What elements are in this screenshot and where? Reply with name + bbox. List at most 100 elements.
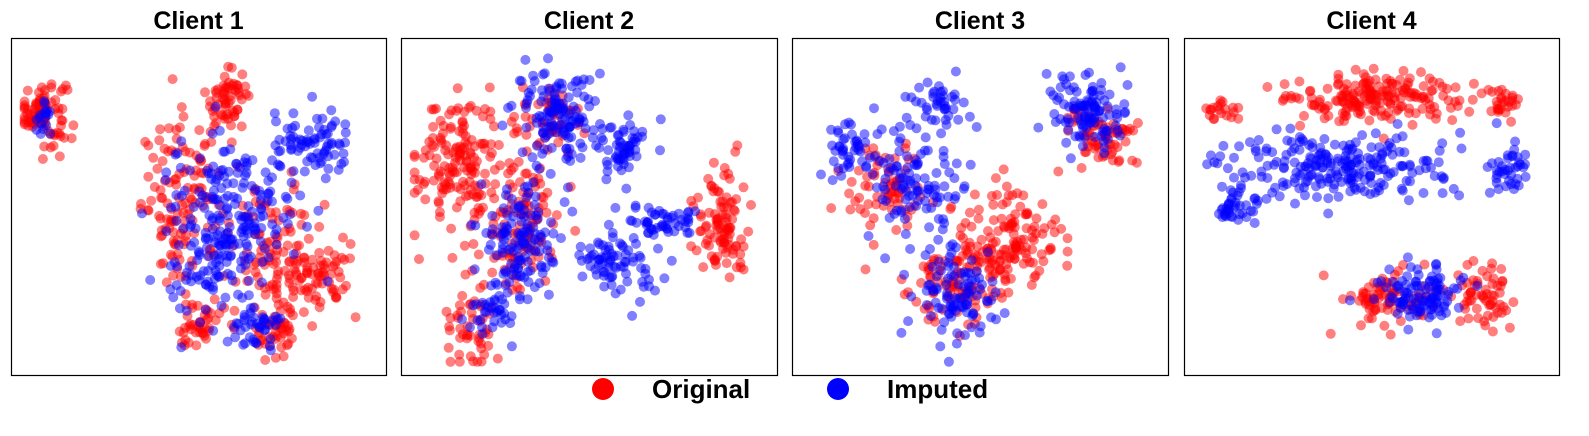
point-original <box>478 111 488 122</box>
point-imputed <box>987 276 998 287</box>
point-original <box>493 140 504 150</box>
point-imputed <box>1065 153 1076 164</box>
point-imputed <box>214 215 225 226</box>
point-imputed <box>175 162 186 173</box>
point-imputed <box>1520 149 1531 160</box>
point-imputed <box>1112 112 1123 123</box>
point-original <box>1009 254 1020 264</box>
point-imputed <box>1222 163 1233 174</box>
point-original <box>1463 290 1473 301</box>
plot-frame <box>1183 37 1561 377</box>
point-imputed <box>1080 70 1091 80</box>
point-original <box>452 83 463 94</box>
point-imputed <box>243 275 254 286</box>
point-imputed <box>531 140 542 151</box>
point-imputed <box>1271 156 1282 167</box>
point-imputed <box>502 287 513 298</box>
point-imputed <box>1497 166 1508 177</box>
point-original <box>1502 101 1513 112</box>
point-imputed <box>1448 183 1459 194</box>
point-imputed <box>1312 192 1322 203</box>
point-imputed <box>489 294 500 305</box>
point-imputed <box>1218 140 1229 151</box>
point-original <box>964 237 975 248</box>
point-original <box>1305 85 1316 96</box>
point-imputed <box>322 276 333 287</box>
point-original <box>22 85 33 96</box>
point-imputed <box>960 330 970 341</box>
point-original <box>1062 246 1073 257</box>
point-imputed <box>1510 136 1521 147</box>
point-imputed <box>605 122 615 133</box>
point-original <box>431 153 442 164</box>
point-imputed <box>952 328 963 339</box>
point-imputed <box>567 206 578 217</box>
point-imputed <box>181 267 192 278</box>
point-imputed <box>1077 141 1088 152</box>
point-imputed <box>217 165 228 175</box>
point-imputed <box>1119 99 1130 110</box>
point-original <box>1377 290 1388 301</box>
point-original <box>1004 223 1015 234</box>
point-imputed <box>1271 124 1282 135</box>
point-original <box>715 237 726 248</box>
point-original <box>731 240 742 251</box>
point-imputed <box>498 203 509 214</box>
point-imputed <box>248 302 259 313</box>
point-imputed <box>966 284 977 295</box>
point-imputed <box>1256 166 1267 177</box>
point-imputed <box>1408 304 1419 314</box>
point-imputed <box>622 276 633 287</box>
point-imputed <box>1069 96 1080 107</box>
point-original <box>721 258 732 269</box>
point-imputed <box>650 209 660 220</box>
point-imputed <box>599 281 610 292</box>
point-imputed <box>965 159 976 170</box>
point-original <box>1408 88 1419 98</box>
point-imputed <box>1370 187 1381 198</box>
point-imputed <box>265 345 276 356</box>
point-imputed <box>1491 118 1502 129</box>
point-imputed <box>1397 185 1408 196</box>
point-imputed <box>302 156 313 167</box>
point-original <box>986 191 997 201</box>
legend: Original Imputed <box>592 374 988 404</box>
point-original <box>1483 84 1494 95</box>
point-imputed <box>185 213 196 224</box>
point-imputed <box>563 151 574 162</box>
point-original <box>1226 112 1237 123</box>
point-imputed <box>271 239 282 250</box>
point-imputed <box>237 182 248 193</box>
point-imputed <box>1074 130 1085 141</box>
point-original <box>1487 258 1498 269</box>
point-original <box>1062 260 1073 271</box>
point-imputed <box>999 308 1010 319</box>
point-imputed <box>1369 294 1379 305</box>
point-imputed <box>1111 104 1122 115</box>
point-imputed <box>470 220 481 231</box>
point-imputed <box>626 216 637 226</box>
point-original <box>521 129 532 140</box>
point-imputed <box>1110 120 1121 131</box>
point-imputed <box>239 157 250 168</box>
point-imputed <box>1050 117 1061 127</box>
point-original <box>1376 105 1386 116</box>
point-imputed <box>1402 271 1413 282</box>
point-imputed <box>902 151 913 162</box>
point-original <box>459 240 470 251</box>
point-imputed <box>1234 141 1245 152</box>
point-imputed <box>210 101 221 112</box>
point-original <box>285 307 296 318</box>
point-imputed <box>943 257 954 268</box>
point-imputed <box>610 202 621 213</box>
point-imputed <box>1402 252 1413 263</box>
point-original <box>341 280 351 291</box>
point-original <box>703 173 714 184</box>
point-imputed <box>222 268 233 279</box>
point-imputed <box>900 229 911 240</box>
point-original <box>973 213 984 224</box>
point-original <box>1295 120 1306 131</box>
point-imputed <box>1514 157 1525 168</box>
point-imputed <box>477 297 488 308</box>
point-imputed <box>865 152 876 163</box>
